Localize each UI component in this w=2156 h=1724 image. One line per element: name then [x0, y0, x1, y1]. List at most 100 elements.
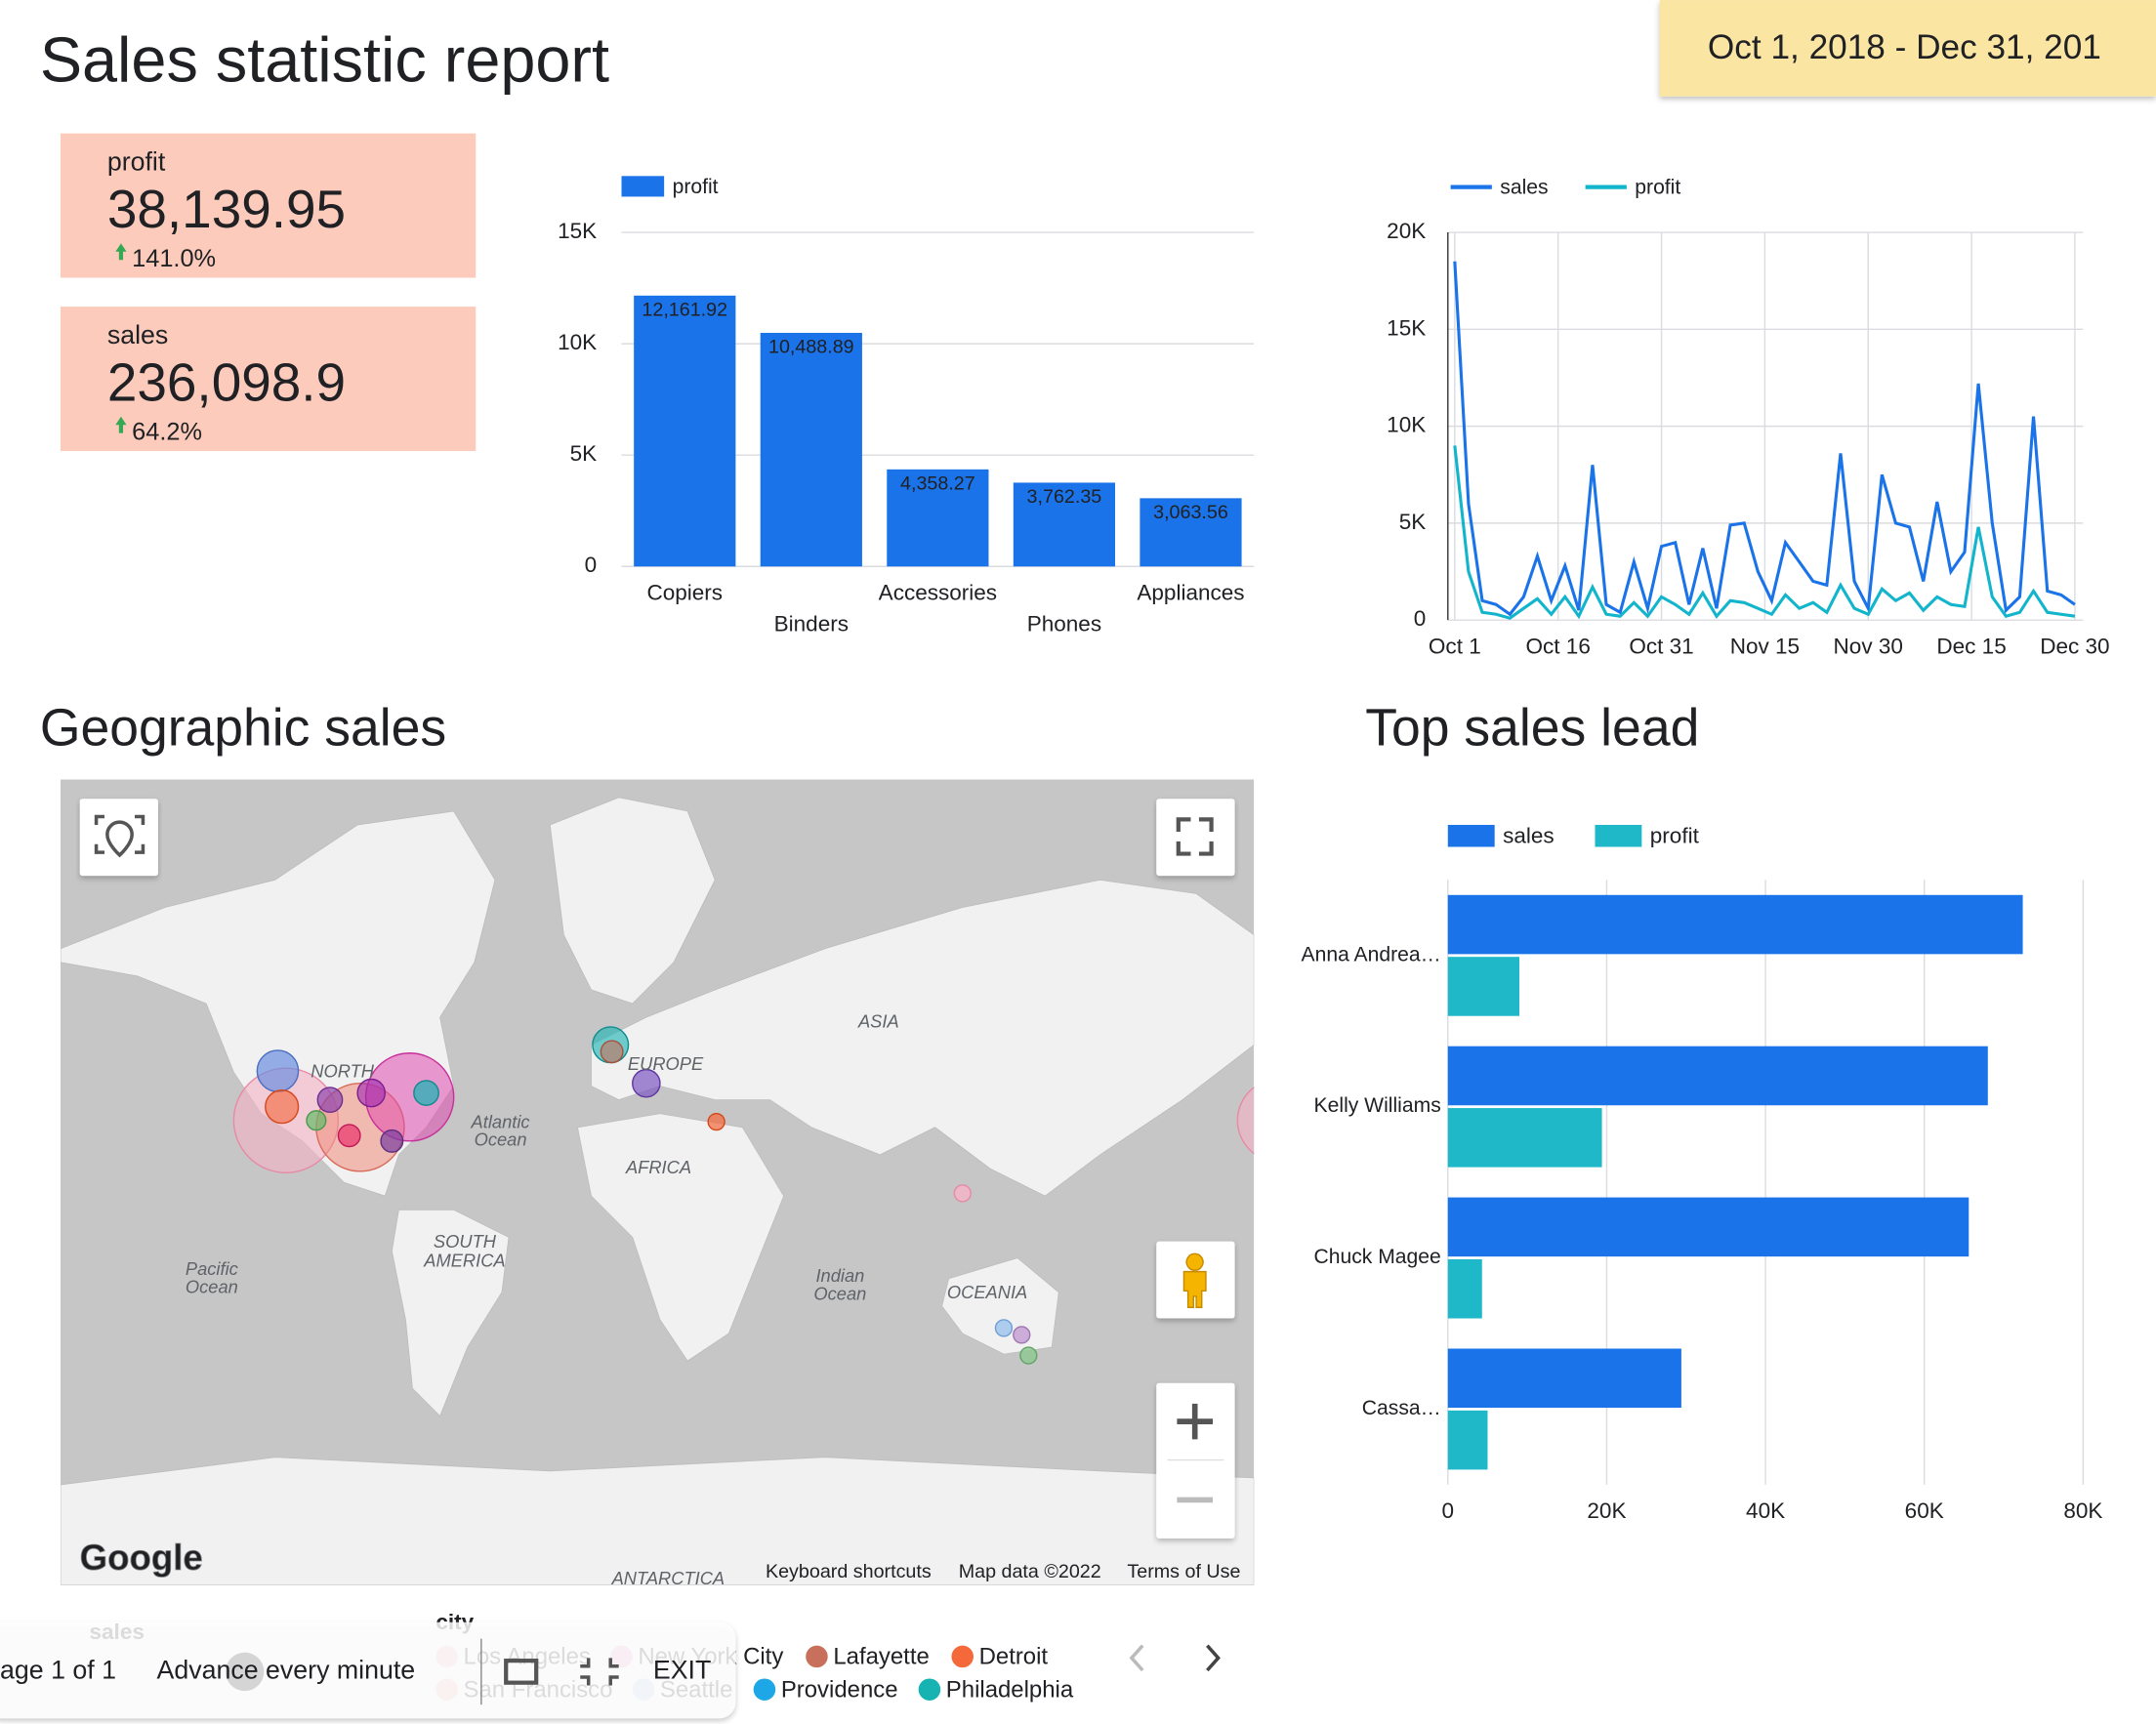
y-tick-label: 5K [570, 441, 598, 466]
y-tick-label: 5K [1399, 510, 1427, 534]
fullscreen-icon [1176, 817, 1214, 856]
map-land [60, 797, 1255, 1585]
map-label: Ocean [813, 1283, 866, 1303]
auto-advance: Advance every minute [157, 1655, 416, 1684]
scorecard-label: sales [107, 320, 168, 349]
scorecard [60, 307, 477, 451]
scorecard-change: 141.0% [132, 245, 216, 272]
scorecard-value: 38,139.95 [107, 179, 346, 239]
y-tick-label: Cassa… [1362, 1397, 1441, 1419]
value-label: 12,161.92 [642, 299, 727, 320]
map-label: Ocean [186, 1276, 238, 1296]
fit-icon[interactable] [504, 1659, 539, 1685]
map-logo: Google [80, 1538, 203, 1578]
value-label: 10,488.89 [768, 337, 854, 358]
x-tick-label: Dec 15 [1936, 634, 2006, 658]
x-tick-label: 40K [1746, 1498, 1785, 1523]
bar [1447, 1410, 1488, 1470]
bar [1447, 1348, 1681, 1409]
map-label: ASIA [857, 1011, 899, 1032]
x-tick-label: Oct 31 [1629, 634, 1693, 658]
legend-label: Philadelphia [946, 1676, 1074, 1703]
legend-label: Providence [781, 1676, 898, 1703]
up-arrow [115, 243, 127, 261]
toggle[interactable] [225, 1652, 265, 1692]
exit-button[interactable]: EXIT [653, 1655, 711, 1684]
map-label: Ocean [475, 1129, 527, 1150]
report-title: Sales statistic report [40, 23, 609, 95]
zoom-in-icon[interactable] [1177, 1403, 1213, 1440]
scorecard-label: profit [107, 147, 166, 177]
legend-prev[interactable] [1129, 1644, 1144, 1672]
y-tick-label: Kelly Williams [1314, 1094, 1441, 1117]
scorecard [60, 133, 477, 278]
bar [634, 295, 736, 567]
y-tick-label: 0 [1414, 606, 1427, 631]
x-tick-label: Oct 16 [1526, 634, 1591, 658]
controls-bar [0, 1621, 736, 1719]
legend-next[interactable] [1206, 1644, 1221, 1672]
x-tick-label: Nov 30 [1834, 634, 1903, 658]
y-tick-label: 10K [558, 330, 597, 354]
locate-icon [94, 814, 145, 858]
value-label: 3,063.56 [1153, 502, 1228, 523]
presentation-controls: age 1 of 1 Advance every minute EXIT [0, 1621, 1221, 1719]
bar [1447, 894, 2023, 955]
map-label: EUROPE [628, 1053, 704, 1074]
bar [1140, 498, 1242, 567]
bar [887, 469, 989, 567]
legend-swatch [918, 1678, 941, 1701]
exit-fullscreen-icon[interactable] [580, 1658, 619, 1686]
bar [1013, 482, 1116, 567]
map-label: AFRICA [625, 1157, 691, 1177]
y-tick-label: Chuck Magee [1314, 1246, 1441, 1268]
x-tick-label: Binders [774, 612, 849, 636]
fullscreen-button[interactable] [1156, 799, 1235, 877]
legend-label: profit [1650, 824, 1700, 848]
legend-swatch [1595, 824, 1642, 847]
map-label: SOUTH [434, 1231, 497, 1252]
y-tick-label: 15K [558, 219, 597, 243]
date-range[interactable]: Oct 1, 2018 - Dec 31, 201 [1708, 28, 2101, 66]
y-tick-label: 15K [1387, 315, 1426, 340]
legend-swatch [806, 1645, 828, 1668]
map-attribution: Keyboard shortcuts [766, 1561, 932, 1582]
charts: 0 5K 10K 15K profit 12,161.92 10,488.89 4,358.2… [558, 176, 2110, 1523]
x-tick-label: 0 [1442, 1498, 1455, 1523]
x-tick-label: Copiers [646, 580, 723, 604]
date-range-box[interactable] [1659, 0, 2156, 97]
section-title: Geographic sales [40, 699, 446, 757]
map-label: AMERICA [423, 1251, 505, 1271]
y-tick-label: 20K [1387, 219, 1426, 243]
legend-label: Lafayette [833, 1644, 929, 1670]
y-tick-label: Anna Andrea… [1302, 943, 1441, 965]
map-label: Atlantic [471, 1111, 530, 1131]
line [1453, 445, 2076, 620]
legend-label: sales [1503, 824, 1555, 848]
map-label: OCEANIA [947, 1282, 1027, 1302]
x-tick-label: 80K [2063, 1498, 2102, 1523]
bar [1447, 1258, 1482, 1319]
legend-label: profit [1635, 177, 1680, 199]
map-attribution: Terms of Use [1127, 1561, 1240, 1582]
legend-label: Detroit [979, 1644, 1049, 1670]
y-tick-label: 10K [1387, 413, 1426, 437]
x-tick-label: Accessories [879, 580, 997, 604]
legend-label: sales [1500, 177, 1548, 199]
bar [760, 332, 862, 567]
map-attribution: Map data ©2022 [959, 1561, 1101, 1582]
locate-button[interactable] [79, 799, 158, 877]
page-indicator: age 1 of 1 [0, 1655, 116, 1684]
legend-label: profit [673, 176, 719, 198]
y-tick-label: 0 [585, 553, 598, 577]
bar [1447, 1197, 1969, 1257]
bar [1447, 1046, 1988, 1106]
map-label: Pacific [186, 1258, 238, 1279]
up-arrow [115, 416, 127, 433]
legend-swatch [621, 176, 665, 197]
